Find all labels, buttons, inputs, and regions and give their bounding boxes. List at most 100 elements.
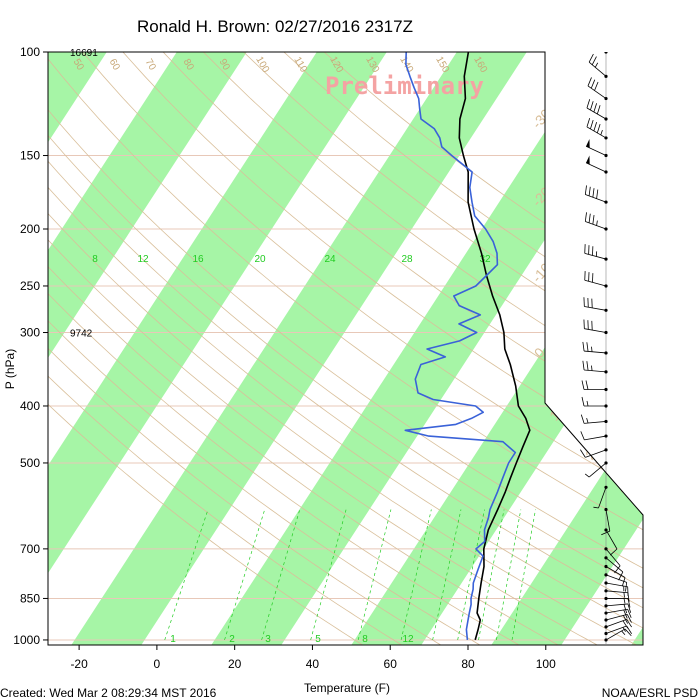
x-tick-label: 40	[306, 657, 320, 671]
barb-staff	[605, 529, 618, 550]
wind-barb	[604, 581, 629, 597]
mixing-ratio-label: 5	[315, 634, 321, 645]
wind-barb	[588, 53, 608, 78]
height-label: 9742	[70, 329, 93, 340]
wind-barb	[604, 547, 621, 574]
barb-feather	[585, 380, 589, 390]
barb-point	[604, 351, 608, 355]
barb-point	[604, 419, 608, 424]
barb-feather	[580, 414, 585, 424]
mixing-ratio-label: 32	[479, 254, 491, 265]
barb-staff	[585, 449, 607, 458]
barb-half-feather	[622, 627, 626, 632]
dry-adiabat	[48, 375, 402, 645]
wind-barb	[584, 212, 608, 231]
barb-feather	[627, 603, 632, 613]
wind-barb	[604, 628, 632, 642]
barb-feather	[623, 615, 629, 624]
wind-barb	[584, 244, 608, 261]
barb-feather	[625, 582, 628, 592]
barb-staff	[605, 509, 611, 532]
barb-feather	[621, 577, 626, 587]
barb-point	[604, 434, 608, 438]
barb-feather	[582, 341, 585, 352]
y-tick-label: 400	[20, 399, 40, 413]
adiabat-label: 60	[107, 57, 122, 73]
chart-title: Ronald H. Brown: 02/27/2016 2317Z	[137, 17, 413, 36]
wind-barb	[593, 485, 608, 509]
barb-flag	[586, 155, 590, 165]
dry-adiabat	[48, 403, 363, 645]
adiabat-label: 70	[143, 57, 158, 73]
wind-barb	[583, 297, 608, 312]
wind-barb	[584, 461, 608, 478]
barb-feather	[592, 188, 595, 198]
wind-barb	[587, 77, 608, 101]
mixing-ratio-label: 3	[265, 634, 271, 645]
barb-feather	[626, 614, 632, 623]
barb-feather	[593, 103, 598, 113]
wind-barb	[604, 52, 608, 54]
wind-barb	[586, 118, 608, 140]
barb-point	[604, 581, 608, 585]
wind-barb	[604, 596, 631, 608]
wind-barb	[581, 380, 608, 392]
barb-point	[604, 257, 608, 261]
barb-point	[604, 387, 608, 392]
barb-staff	[605, 52, 606, 53]
green-band	[351, 196, 643, 645]
wind-barb	[584, 185, 608, 204]
mixing-ratio-label: 16	[192, 254, 204, 265]
barb-feather	[590, 101, 594, 111]
wind-barb	[585, 155, 608, 174]
mixing-ratio-label: 8	[362, 634, 368, 645]
x-tick-label: 100	[536, 657, 556, 671]
wind-barbs	[580, 52, 632, 644]
y-axis-label: P (hPa)	[3, 349, 17, 389]
barb-point	[604, 227, 608, 231]
barb-feather	[584, 212, 587, 222]
mixing-ratio-label: 2	[229, 634, 235, 645]
plot-area: Preliminary -30-20-100102030 81216202428…	[48, 52, 643, 645]
barb-point	[604, 153, 608, 158]
barb-staff	[585, 145, 607, 156]
barb-point	[604, 117, 608, 121]
footer-credit: NOAA/ESRL PSD	[602, 686, 699, 700]
barb-half-feather	[593, 506, 599, 509]
mixing-ratio-line	[164, 509, 209, 641]
barb-point	[604, 136, 608, 140]
wind-barb	[585, 138, 608, 158]
mixing-ratio-label: 12	[402, 634, 414, 645]
barb-point	[604, 448, 608, 452]
barb-staff	[605, 582, 628, 588]
barb-feather	[591, 56, 597, 65]
adiabat-label: 80	[181, 57, 196, 73]
barb-feather	[584, 185, 587, 195]
barb-staff	[588, 462, 607, 478]
barb-point	[604, 547, 608, 551]
barb-point	[604, 485, 608, 489]
barb-point	[604, 556, 608, 560]
barb-point	[604, 370, 608, 374]
barb-staff	[585, 162, 607, 173]
y-tick-label: 100	[20, 45, 40, 59]
footer-created: Created: Wed Mar 2 08:29:34 MST 2016	[0, 686, 217, 700]
x-tick-label: 0	[154, 657, 161, 671]
barb-point	[604, 618, 608, 622]
green-band	[48, 52, 107, 143]
barb-feather	[596, 189, 599, 199]
barb-feather	[627, 609, 632, 618]
barb-half-feather	[623, 598, 626, 604]
y-tick-label: 700	[20, 542, 40, 556]
green-band	[48, 52, 387, 574]
barb-feather	[626, 619, 632, 628]
barb-staff	[605, 618, 627, 628]
mixing-ratio-labels: 8 12 16 20 24 28 321 2 3 5 8 12	[92, 254, 491, 645]
barb-feather	[586, 342, 589, 352]
barb-feather	[623, 604, 628, 614]
barb-feather	[588, 53, 594, 63]
mixing-ratio-label: 24	[324, 254, 336, 265]
wind-barb	[583, 319, 608, 335]
barb-feather	[601, 530, 610, 536]
wind-panel-mask	[545, 52, 643, 515]
